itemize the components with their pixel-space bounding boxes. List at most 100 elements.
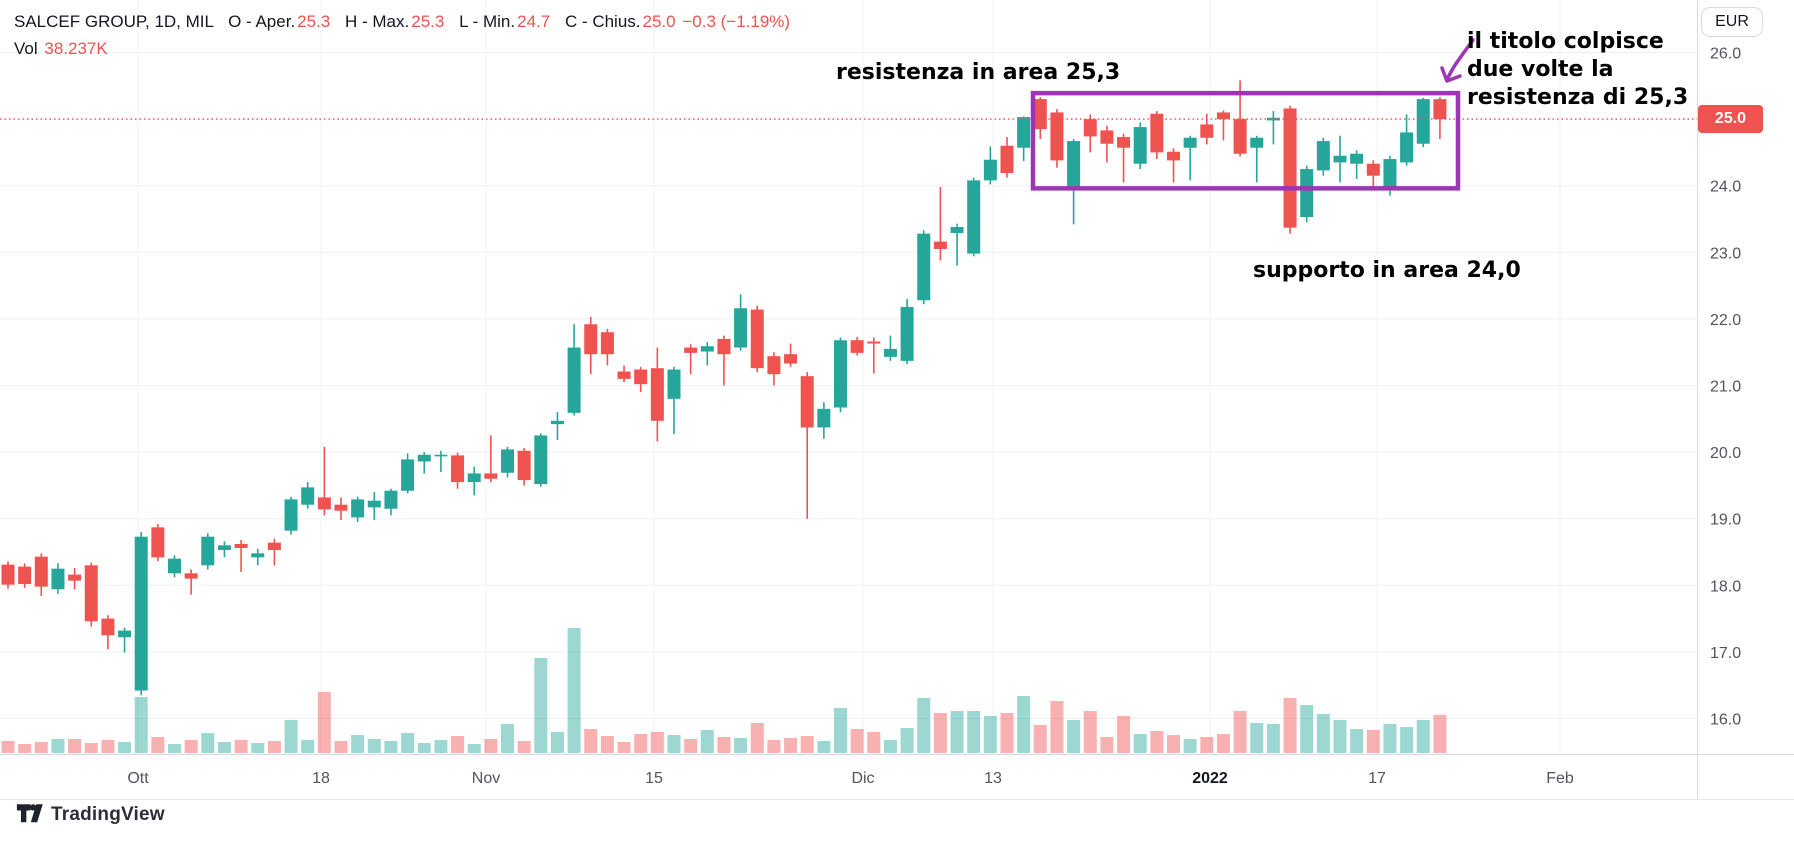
callout-line-1: il titolo colpisce: [1467, 29, 1664, 54]
volume-bar: [451, 736, 465, 753]
volume-bar: [1383, 724, 1397, 753]
low-value: 24.7: [517, 12, 551, 31]
tradingview-logo[interactable]: TradingView: [16, 803, 165, 827]
candle-body: [234, 544, 248, 549]
volume-bar: [1200, 737, 1214, 753]
candle-body: [134, 536, 148, 691]
candle-body: [767, 356, 781, 375]
candle-body: [101, 618, 115, 636]
volume-bar: [517, 741, 531, 753]
candle-body: [1083, 119, 1097, 137]
callout-line-3: resistenza di 25,3: [1467, 85, 1689, 110]
time-axis-label: 15: [645, 770, 663, 787]
volume-bar: [1333, 720, 1347, 753]
candle-body: [917, 233, 931, 301]
volume-bar: [650, 732, 664, 753]
price-axis-label: 19.0: [1710, 512, 1741, 529]
volume-bar: [784, 738, 798, 753]
volume-bar: [201, 733, 215, 753]
volume-bar: [600, 736, 614, 753]
candle-body: [600, 332, 614, 355]
callout-arrow[interactable]: [1445, 38, 1475, 82]
volume-bar: [850, 729, 864, 753]
candle-body: [18, 566, 32, 584]
candle-body: [1133, 127, 1147, 164]
volume-bar: [834, 708, 847, 753]
candle-body: [1266, 117, 1280, 121]
candle-body: [983, 159, 997, 181]
candle-body: [750, 309, 764, 369]
price-axis-label: 21.0: [1710, 379, 1741, 396]
volume-bar: [284, 720, 298, 753]
price-axis-label: 22.0: [1710, 312, 1741, 329]
candle-body: [700, 346, 714, 352]
symbol-title[interactable]: SALCEF GROUP, 1D, MIL: [14, 12, 214, 31]
volume-bar: [900, 728, 914, 753]
volume-bar: [1, 741, 15, 753]
volume-bar: [667, 735, 681, 753]
candle-body: [1333, 155, 1347, 163]
volume-bar: [1083, 711, 1097, 753]
volume-bar: [550, 732, 564, 753]
candle-body: [251, 553, 265, 558]
volume-bar: [983, 716, 997, 753]
volume-bar: [334, 741, 348, 753]
candle-body: [434, 454, 448, 457]
candle-body: [467, 473, 481, 483]
candle-body: [184, 573, 198, 579]
candle-body: [584, 324, 598, 355]
candle-body: [1050, 112, 1064, 161]
volume-bar: [750, 723, 764, 753]
volume-bar: [84, 743, 98, 753]
candle-body: [1383, 159, 1397, 188]
volume-bar: [384, 741, 398, 753]
volume-bar: [817, 741, 831, 753]
candle-body: [367, 500, 381, 508]
price-axis-label: 26.0: [1710, 46, 1741, 63]
volume-bar: [234, 740, 248, 753]
volume-bar: [584, 729, 598, 753]
currency-badge[interactable]: EUR: [1701, 7, 1763, 37]
time-axis-label: 17: [1368, 770, 1386, 787]
volume-bar: [967, 711, 981, 753]
volume-bar: [217, 742, 231, 753]
time-axis-label: Feb: [1546, 770, 1574, 787]
candle-body: [684, 347, 698, 353]
high-value: 25.3: [411, 12, 445, 31]
low-label: L - Min.: [459, 12, 516, 31]
volume-bar: [1283, 698, 1297, 753]
price-axis-label: 18.0: [1710, 578, 1741, 595]
volume-bar: [1250, 723, 1264, 753]
candle-body: [301, 487, 315, 505]
volume-bar: [1316, 714, 1330, 753]
volume-bar: [484, 739, 498, 753]
symbol-ohlc-row: SALCEF GROUP, 1D, MIL O - Aper. 25.3 H - …: [14, 8, 790, 35]
volume-bar: [68, 739, 82, 753]
candle-body: [1117, 137, 1131, 148]
time-axis-label: Ott: [127, 770, 149, 787]
volume-bar: [534, 658, 548, 753]
range-box-drawing[interactable]: [1030, 90, 1461, 191]
volume-bar: [567, 628, 581, 753]
tradingview-logo-text: TradingView: [51, 804, 165, 825]
volume-bar: [367, 739, 381, 753]
volume-bar: [118, 742, 132, 753]
price-axis-label: 24.0: [1710, 179, 1741, 196]
volume-bar: [1117, 716, 1131, 753]
candle-body: [1200, 124, 1214, 138]
candle-body: [867, 341, 881, 344]
candle-body: [201, 536, 215, 566]
candle-body: [850, 340, 864, 353]
candle-body: [950, 226, 964, 233]
change-value: −0.3 (−1.19%): [682, 12, 791, 31]
candle-body: [1167, 151, 1180, 161]
candle-body: [1283, 108, 1297, 228]
volume-bar: [1100, 737, 1114, 753]
candle-body: [1250, 137, 1264, 148]
candle-body: [168, 558, 181, 574]
volume-bar: [34, 742, 48, 753]
candle-body: [217, 545, 231, 551]
volume-bar: [917, 698, 931, 753]
candle-body: [1067, 141, 1081, 189]
